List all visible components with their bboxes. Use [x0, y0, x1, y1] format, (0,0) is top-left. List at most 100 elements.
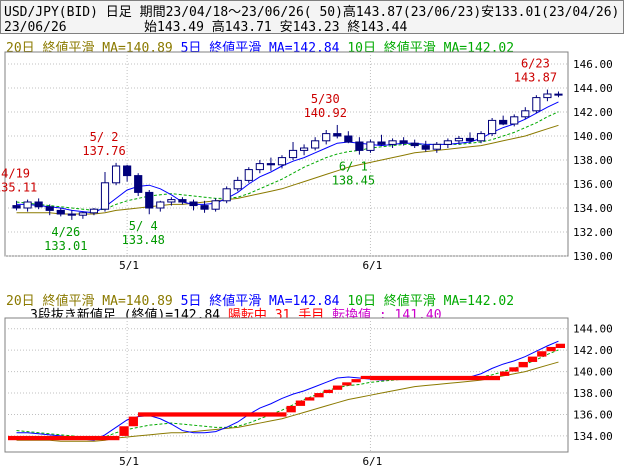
- three-line-break-brick: [8, 435, 120, 441]
- legend-ma5-bottom: 5日 終値平滑 MA=142.84: [180, 294, 340, 309]
- legend-ma10-bottom: 10日 終値平滑 MA=142.02: [347, 294, 515, 309]
- candle-down: [377, 141, 386, 145]
- peak-value-label: 137.76: [82, 144, 125, 158]
- top-x-tick-label: 6/1: [362, 259, 382, 272]
- candle-down: [344, 135, 353, 143]
- bottom-y-tick-label: 142.00: [573, 344, 613, 357]
- trough-date-label: 5/ 4: [129, 219, 158, 233]
- three-line-break-brick: [360, 375, 371, 380]
- candle-down: [465, 137, 475, 142]
- three-line-break-brick: [351, 379, 361, 383]
- trough-date-label: 4/26: [51, 225, 80, 239]
- bottom-x-tick-label: 6/1: [362, 455, 382, 468]
- peak-date-label: 5/ 2: [90, 130, 119, 144]
- candle-up: [244, 169, 253, 181]
- candle-up: [288, 149, 298, 159]
- candle-down: [123, 165, 132, 177]
- candle-up: [476, 133, 486, 142]
- bottom-legend: 20日 終値平滑 MA=140.89 5日 終値平滑 MA=142.84 10日…: [6, 290, 514, 309]
- bottom-y-tick-label: 136.00: [573, 408, 613, 421]
- candle-up: [255, 163, 264, 171]
- candle-up: [100, 182, 110, 210]
- three-line-break-brick: [500, 371, 510, 376]
- candle-down: [554, 93, 563, 96]
- ma20-line: [16, 124, 559, 215]
- candle-up: [454, 137, 464, 142]
- three-line-break-brick: [119, 426, 129, 436]
- peak-value-label: 140.92: [304, 106, 347, 120]
- peak-value-label: 135.11: [0, 181, 37, 195]
- top-y-tick-label: 144.00: [573, 82, 613, 95]
- three-line-break-brick: [537, 351, 547, 357]
- legend-ma20-bottom: 20日 終値平滑 MA=140.89: [6, 294, 173, 309]
- three-line-break-brick: [555, 343, 565, 349]
- bottom-plot-frame: [4, 317, 569, 453]
- candle-up: [23, 201, 32, 209]
- candle-up: [211, 200, 220, 210]
- bottom-y-tick-label: 138.00: [573, 387, 613, 400]
- three-line-break-brick: [323, 389, 333, 394]
- candle-down: [266, 163, 276, 166]
- top-x-tick-label: 5/1: [119, 259, 139, 272]
- candle-up: [532, 97, 541, 112]
- bottom-y-tick-label: 144.00: [573, 323, 613, 336]
- candle-up: [311, 140, 320, 149]
- candle-up: [222, 188, 231, 202]
- bottom-y-tick-label: 140.00: [573, 366, 613, 379]
- top-y-tick-label: 138.00: [573, 154, 613, 167]
- top-plot-frame: [4, 51, 569, 257]
- top-y-tick-label: 142.00: [573, 106, 613, 119]
- candle-down: [189, 201, 198, 207]
- three-line-break-brick: [314, 393, 324, 398]
- header-panel: [0, 0, 624, 34]
- candle-down: [333, 133, 342, 137]
- candle-up: [443, 140, 452, 145]
- candle-up: [78, 212, 87, 216]
- candle-down: [67, 213, 76, 216]
- three-line-break-brick: [546, 346, 556, 352]
- candle-down: [200, 205, 209, 210]
- header-ohlc-row: 23/06/26 始143.49 高143.71 安143.23 終143.44: [4, 16, 407, 35]
- candle-down: [56, 209, 65, 215]
- peak-date-label: 6/23: [521, 57, 550, 71]
- candle-up: [156, 201, 165, 209]
- candle-down: [399, 140, 408, 144]
- top-y-tick-label: 134.00: [573, 202, 613, 215]
- candle-up: [488, 119, 497, 135]
- candle-down: [34, 201, 43, 208]
- three-line-break-brick: [527, 356, 538, 362]
- header-ohlc: 始143.49 高143.71 安143.23 終143.44: [144, 20, 408, 35]
- candle-up: [510, 116, 519, 125]
- top-y-tick-label: 132.00: [573, 226, 613, 239]
- candle-down: [45, 206, 54, 211]
- top-y-tick-label: 146.00: [573, 58, 613, 71]
- candle-up: [89, 208, 99, 214]
- three-line-break-brick: [286, 405, 296, 413]
- three-line-break-brick: [128, 416, 138, 427]
- candle-down: [178, 199, 187, 203]
- candle-up: [521, 110, 530, 118]
- trough-value-label: 133.48: [122, 233, 165, 247]
- candle-up: [388, 140, 397, 145]
- candle-up: [299, 147, 309, 151]
- candle-up: [167, 199, 176, 203]
- three-line-break-brick: [305, 397, 315, 401]
- three-line-break-brick: [370, 375, 501, 381]
- trough-value-label: 138.45: [332, 174, 375, 188]
- top-y-tick-label: 140.00: [573, 130, 613, 143]
- header-title: USD/JPY(BID) 日足 期間23/04/18～23/06/26( 50)…: [4, 5, 620, 20]
- bottom-y-tick-label: 134.00: [573, 430, 613, 443]
- peak-date-label: 4/19: [1, 167, 30, 181]
- candle-down: [12, 205, 21, 209]
- candle-down: [145, 191, 154, 209]
- candle-up: [322, 133, 331, 142]
- candle-up: [111, 165, 121, 184]
- three-line-break-brick: [332, 385, 343, 390]
- candle-down: [355, 141, 364, 151]
- candle-up: [432, 143, 441, 150]
- bottom-x-tick-label: 5/1: [119, 455, 139, 468]
- candle-down: [421, 145, 430, 150]
- top-y-tick-label: 130.00: [573, 250, 613, 263]
- trough-date-label: 6/ 1: [339, 160, 368, 174]
